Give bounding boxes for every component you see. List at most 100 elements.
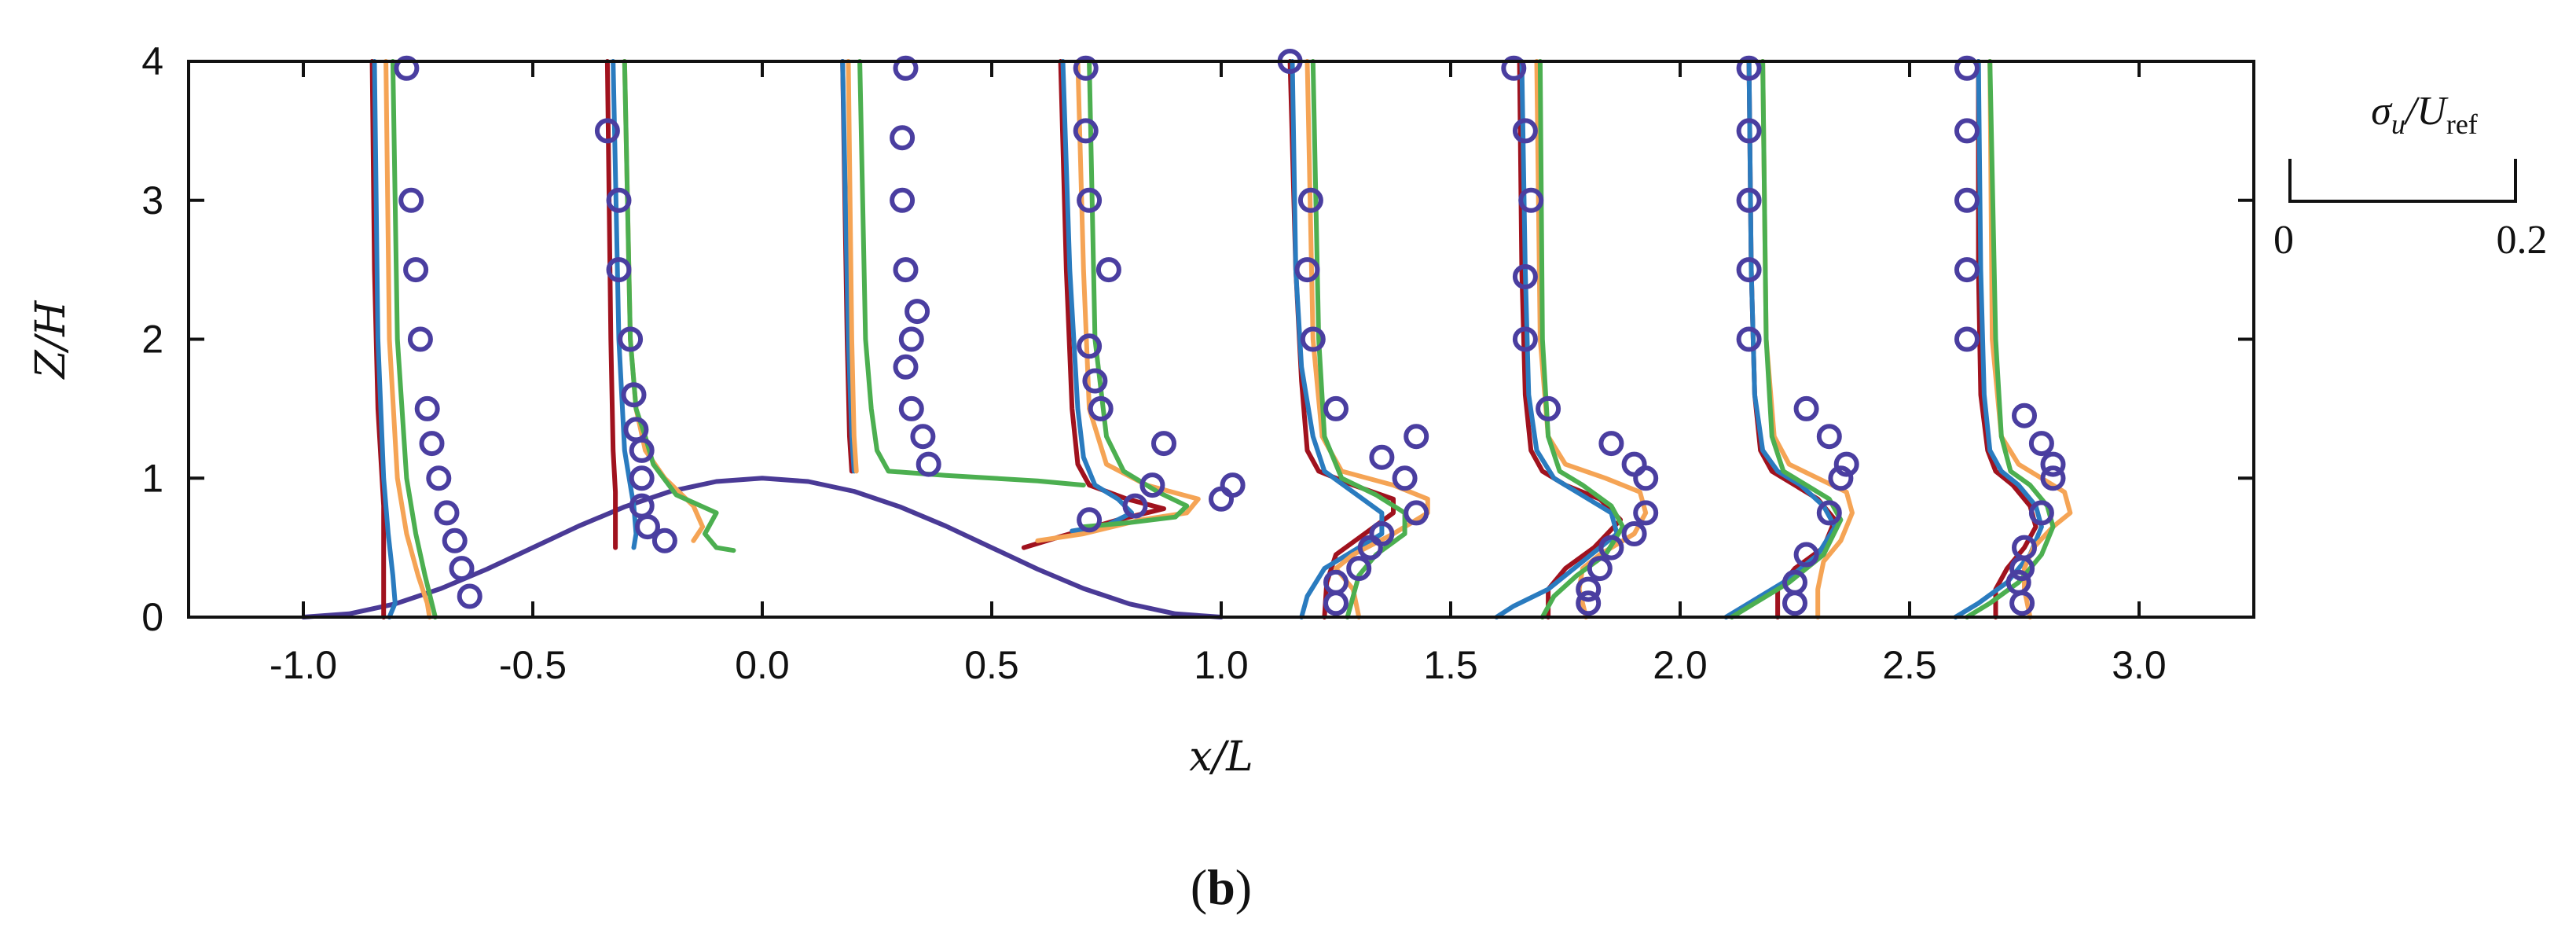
data-point-experiment--0.9-7: [407, 326, 433, 352]
data-point-experiment-2.1-0: [1782, 590, 1807, 616]
data-point-experiment--0.4-0: [651, 527, 677, 553]
data-point-experiment--0.9-4: [426, 465, 452, 491]
axis-layer: -1.0 -0.5 0.0 0.5 1.0 1.5 2.0 2.5 3.0 0 1 2 3 4: [141, 39, 2254, 687]
data-point-experiment-2.6-4: [2028, 500, 2054, 526]
data-point-experiment-2.6-10: [1954, 257, 1980, 283]
data-point-experiment-0.1-1: [910, 424, 936, 450]
series-line-simulation-1-station-1.6: [1517, 59, 1624, 619]
data-point-experiment-1.1-11: [1323, 395, 1349, 421]
data-point-experiment-2.6-11: [1954, 187, 1980, 213]
data-point-experiment-1.6-12: [1518, 187, 1544, 213]
data-point-experiment--0.4-3: [629, 465, 655, 491]
data-point-experiment-1.1-1: [1220, 472, 1246, 498]
data-point-experiment--0.9-2: [442, 527, 468, 553]
plot-frame: [187, 60, 2255, 619]
x-tick-label: 3.0: [2112, 643, 2167, 687]
data-point-experiment--0.9-10: [394, 55, 420, 81]
series-line-simulation-2-station-1.1: [1290, 59, 1385, 619]
data-point-experiment-0.1-0: [916, 451, 941, 477]
data-point-experiment-0.1-6: [893, 257, 919, 283]
hill-surface-line: [301, 476, 1224, 619]
data-point-experiment-1.6-4: [1621, 521, 1647, 546]
series-simulation-4: [390, 59, 2056, 619]
data-point-experiment-1.1-14: [1297, 187, 1323, 213]
data-point-experiment-1.1-7: [1404, 500, 1429, 526]
series-line-simulation-2-station-0.6: [1060, 59, 1135, 534]
data-point-experiment-0.6-2: [1139, 472, 1165, 498]
data-point-experiment-2.1-7: [1793, 395, 1819, 421]
x-tick-label: 0.0: [735, 643, 790, 687]
data-point-experiment--0.4-1: [635, 514, 660, 540]
series-line-simulation-4-station-0.1: [857, 59, 1086, 488]
series-line-simulation-2-station-2.6: [1953, 59, 2044, 619]
data-point-experiment-0.6-0: [1077, 507, 1103, 533]
data-point-experiment-1.1-8: [1392, 465, 1418, 491]
series-line-simulation-4-station-0.6: [1081, 59, 1190, 530]
data-point-experiment-2.1-10: [1736, 187, 1762, 213]
data-point-experiment-1.6-1: [1576, 576, 1602, 602]
data-point-experiment-0.6-8: [1077, 187, 1103, 213]
data-point-experiment--0.4-7: [618, 326, 644, 352]
data-point-experiment-2.1-2: [1793, 542, 1819, 568]
data-point-experiment-0.6-5: [1082, 368, 1108, 394]
data-point-experiment-1.1-4: [1346, 556, 1372, 582]
data-point-experiment--0.4-8: [606, 257, 632, 283]
data-point-experiment-0.6-10: [1073, 55, 1099, 81]
series-line-simulation-3-station-0.1: [846, 59, 859, 474]
data-point-experiment--0.4-2: [629, 493, 655, 519]
x-tick-label: 0.5: [964, 643, 1019, 687]
data-point-experiment-1.6-0: [1576, 590, 1602, 616]
x-tick-label: 2.5: [1882, 643, 1937, 687]
data-point-experiment-2.1-11: [1736, 118, 1762, 144]
y-tick-label: 2: [141, 318, 163, 362]
y-tick-label: 1: [141, 456, 163, 500]
x-tick-label: 1.0: [1194, 643, 1249, 687]
data-point-experiment-1.6-13: [1512, 118, 1538, 144]
data-point-experiment-1.6-5: [1633, 500, 1659, 526]
series-line-simulation-2-station-2.1: [1723, 59, 1838, 619]
data-point-experiment-1.6-3: [1598, 535, 1624, 561]
data-point-experiment-1.6-11: [1512, 264, 1538, 289]
data-point-experiment-2.6-3: [2012, 535, 2037, 561]
series-line-simulation-3-station--0.9: [383, 59, 432, 619]
data-point-experiment--0.9-8: [403, 257, 429, 283]
data-point-experiment-2.1-5: [1833, 451, 1859, 477]
data-point-experiment-1.1-12: [1300, 326, 1326, 352]
data-point-experiment-0.6-6: [1077, 333, 1103, 359]
series-line-simulation-1-station--0.9: [369, 59, 387, 619]
data-point-experiment-2.6-6: [2040, 451, 2066, 477]
series-line-simulation-3-station-0.6: [1035, 59, 1201, 543]
y-tick-label: 3: [141, 178, 163, 222]
caption-close: ): [1235, 859, 1252, 915]
data-point-experiment-1.6-10: [1512, 326, 1538, 352]
data-point-experiment-0.1-3: [893, 354, 919, 380]
data-point-experiment--0.9-9: [398, 187, 424, 213]
scale-symbol-sub: u: [2391, 108, 2405, 140]
data-point-experiment-0.6-3: [1151, 431, 1176, 457]
profile-scale: σu/Uref 0 0.2: [2273, 89, 2548, 263]
data-point-experiment-2.6-5: [2040, 465, 2066, 491]
data-point-experiment-2.6-12: [1954, 118, 1980, 144]
data-point-experiment-0.1-2: [898, 395, 924, 421]
data-point-experiment--0.4-9: [606, 187, 632, 213]
data-point-experiment-2.1-9: [1736, 257, 1762, 283]
series-line-simulation-3-station-2.1: [1760, 59, 1855, 619]
data-point-experiment-0.1-8: [890, 125, 916, 151]
data-point-experiment-1.1-10: [1404, 424, 1429, 450]
data-point-experiment-1.6-2: [1587, 556, 1613, 582]
data-point-experiment-0.6-1: [1122, 493, 1148, 519]
scale-symbol: σ: [2371, 89, 2393, 134]
data-point-experiment-2.1-8: [1736, 326, 1762, 352]
data-point-experiment-2.1-3: [1816, 500, 1842, 526]
scale-label: σu/Uref: [2371, 89, 2478, 140]
data-point-experiment-2.1-1: [1782, 569, 1807, 595]
figure-caption: (b): [1191, 859, 1252, 915]
data-point-experiment-2.6-7: [2028, 431, 2054, 457]
x-tick-label: 2.0: [1653, 643, 1708, 687]
data-point-experiment-1.6-14: [1501, 55, 1527, 81]
data-point-experiment-0.1-7: [890, 187, 916, 213]
data-point-experiment--0.9-0: [457, 583, 483, 609]
scale-max-label: 0.2: [2497, 218, 2548, 263]
data-point-experiment-0.1-5: [905, 299, 930, 325]
